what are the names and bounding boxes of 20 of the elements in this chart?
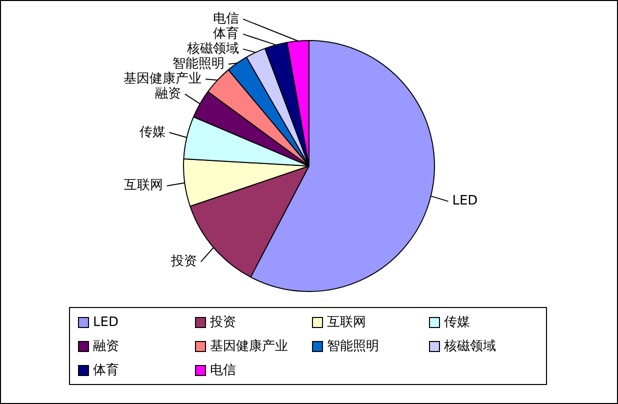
legend-label: 互联网 [326,314,367,330]
legend-label: 投资 [209,314,237,330]
slice-label: 电信 [213,11,239,26]
slice-label: 体育 [213,25,239,42]
legend-label: 融资 [92,338,120,354]
slice-label: 传媒 [139,124,166,140]
legend-label: 基因健康产业 [209,338,289,354]
legend-label: 传媒 [443,314,471,330]
legend-label: LED [92,314,120,330]
legend-label: 电信 [209,362,237,378]
slice-label: 核磁领域 [186,41,239,56]
legend-label: 智能照明 [326,338,380,354]
slice-label: LED [452,194,478,209]
legend-label: 核磁领域 [443,338,497,354]
slice-label: 融资 [154,86,181,102]
legend-label: 体育 [92,362,120,378]
slice-label: 基因健康产业 [123,71,202,86]
slice-label: 投资 [170,254,197,270]
slice-label: 互联网 [124,178,163,194]
slice-label: 智能照明 [172,56,225,72]
